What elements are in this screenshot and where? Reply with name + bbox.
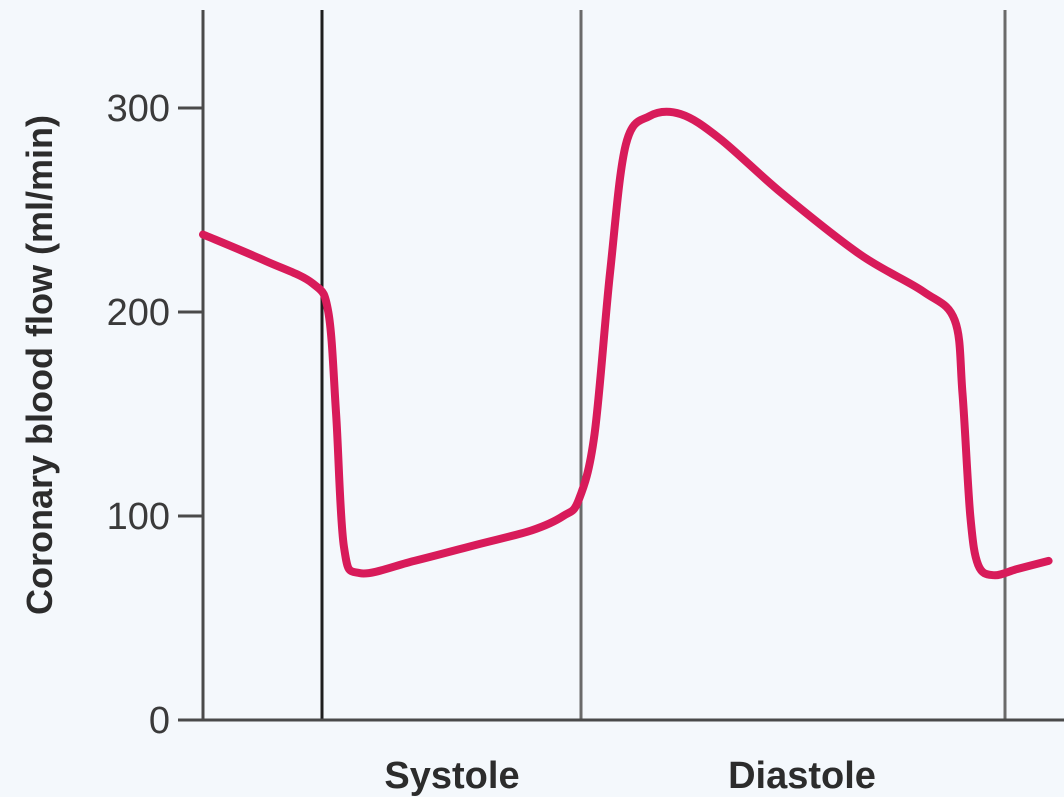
y-axis-ticks: 0 100 200 300 (107, 88, 203, 742)
y-tick-label: 300 (107, 88, 170, 130)
y-axis-label: Coronary blood flow (ml/min) (19, 115, 60, 615)
y-tick-label: 100 (107, 496, 170, 538)
phase-boundary-lines (322, 10, 1005, 720)
phase-label-systole: Systole (384, 755, 519, 797)
y-tick-label: 200 (107, 292, 170, 334)
phase-label-diastole: Diastole (728, 755, 876, 797)
flow-series-line (203, 112, 1049, 575)
y-tick-label: 0 (149, 700, 170, 742)
